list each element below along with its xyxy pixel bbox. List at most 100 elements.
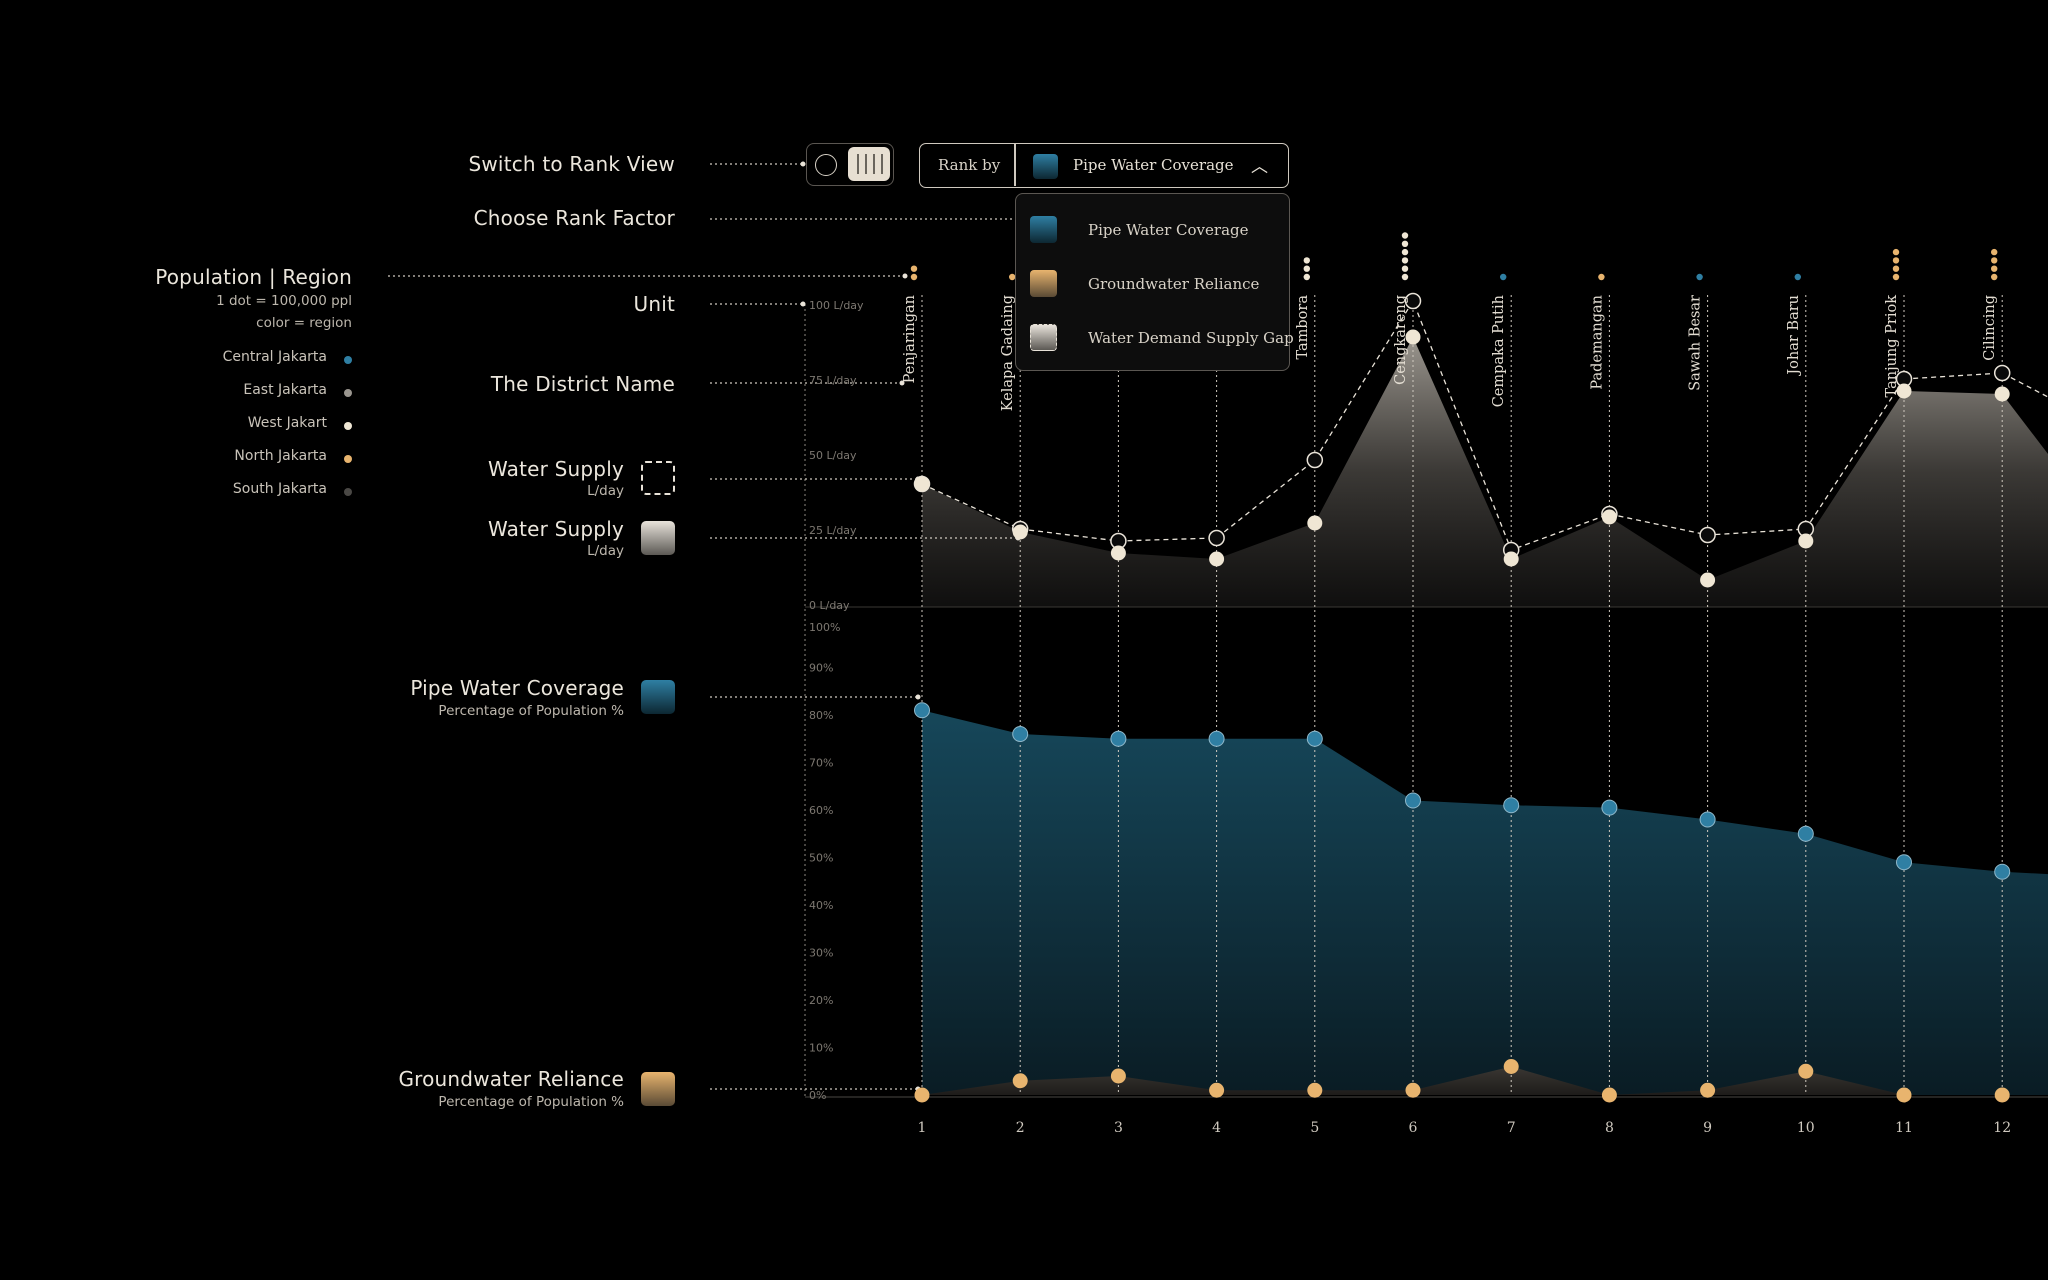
district-name-label: The District Name (490, 372, 675, 396)
water-supply-outline-unit: L/day (587, 483, 624, 499)
connector-end-dot (899, 380, 905, 386)
groundwater-point (1110, 1068, 1126, 1084)
water-supply-outline-point (1404, 292, 1422, 310)
population-dot (1991, 265, 1998, 272)
chevron-up-icon[interactable]: ︿ (1251, 157, 1268, 177)
top-axis-tick: 75 L/day (809, 374, 857, 387)
legend-sub-dots: 1 dot = 100,000 ppl (216, 293, 352, 309)
connector-end-dot (915, 694, 921, 700)
pipe-coverage-point (1699, 811, 1716, 828)
pipe-coverage-unit: Percentage of Population % (438, 703, 624, 719)
population-dot (1303, 273, 1311, 281)
population-dot (1892, 265, 1900, 272)
connector-end-dot (800, 301, 806, 307)
water-supply-point (1012, 524, 1028, 540)
population-dot (1303, 257, 1311, 264)
water-supply-point (1503, 551, 1519, 567)
water-supply-outline-point (1208, 529, 1225, 547)
top-axis-tick: 50 L/day (809, 449, 857, 462)
connector-end-dot (915, 476, 921, 482)
population-dot (1892, 257, 1900, 264)
population-dot (1303, 265, 1311, 272)
option-label: Water Demand Supply Gap (1088, 329, 1294, 347)
bottom-axis-tick: 40% (809, 899, 833, 912)
legend-title: Population | Region (155, 265, 352, 289)
pipe-coverage-point (1405, 792, 1421, 809)
bottom-axis-tick: 60% (809, 804, 833, 817)
water-supply-area (922, 337, 2048, 607)
district-name: Penjaringan (902, 295, 918, 383)
bottom-axis-tick: 30% (809, 947, 833, 960)
ground-swatch-icon (1030, 270, 1057, 297)
population-dot (1401, 265, 1409, 272)
rank-view-toggle[interactable] (806, 143, 894, 186)
water-supply-outline-label: Water Supply (487, 457, 624, 481)
bottom-axis-tick: 0% (809, 1089, 826, 1102)
groundwater-point (1896, 1087, 1912, 1103)
option-demand-gap[interactable]: Water Demand Supply Gap (1030, 324, 1294, 354)
groundwater-point (1601, 1087, 1617, 1103)
x-tick-label: 9 (1703, 1120, 1712, 1136)
water-supply-point (1405, 329, 1421, 345)
pipe-coverage-label: Pipe Water Coverage (410, 676, 624, 700)
x-tick-label: 12 (1993, 1120, 2011, 1136)
groundwater-point (1994, 1087, 2010, 1103)
legend-region-dot (344, 488, 352, 496)
groundwater-label: Groundwater Reliance (398, 1067, 624, 1091)
groundwater-point (1798, 1063, 1814, 1079)
groundwater-unit: Percentage of Population % (438, 1094, 624, 1110)
x-tick-label: 5 (1310, 1120, 1319, 1136)
district-name: Johar Baru (1786, 295, 1802, 377)
water-supply-outline-point (1502, 541, 1520, 559)
bottom-axis-tick: 80% (809, 709, 833, 722)
option-groundwater[interactable]: Groundwater Reliance (1030, 270, 1280, 300)
connector-end-dot (800, 161, 806, 167)
population-dot (1401, 240, 1409, 247)
water-supply-point (914, 476, 930, 492)
circle-view-icon[interactable] (815, 154, 837, 176)
population-dot (1401, 257, 1409, 264)
population-dot (910, 273, 918, 281)
pipe-coverage-point (1896, 854, 1912, 871)
water-supply-point (1307, 515, 1323, 531)
groundwater-point (1503, 1059, 1519, 1074)
population-dot (1401, 232, 1409, 239)
district-name: Pademangan (1589, 295, 1605, 390)
water-supply-outline-point (1601, 505, 1618, 523)
population-dot (1991, 273, 1998, 281)
gap-swatch-icon (1030, 324, 1057, 351)
groundwater-point (1405, 1082, 1421, 1098)
bars-view-icon[interactable] (848, 147, 890, 181)
rank-factor-label: Choose Rank Factor (473, 206, 675, 230)
pipe-coverage-point (1306, 730, 1323, 747)
water-supply-point (1798, 533, 1814, 549)
rank-by-select[interactable]: Rank by Pipe Water Coverage ︿ (919, 143, 1289, 188)
pipe-coverage-swatch (641, 680, 675, 714)
groundwater-point (914, 1087, 930, 1103)
pipe-coverage-point (1012, 726, 1029, 742)
water-supply-fill-unit: L/day (587, 543, 624, 559)
water-supply-point (1209, 551, 1225, 567)
district-name: Tambora (1295, 295, 1311, 360)
pipe-coverage-point (1208, 730, 1225, 747)
bottom-axis-tick: 50% (809, 852, 833, 865)
top-axis-tick: 0 L/day (809, 599, 850, 612)
bottom-axis-tick: 100% (809, 621, 840, 634)
water-supply-outline-point (1797, 520, 1815, 538)
legend-region-dot (344, 455, 352, 463)
pipe-coverage-point (1503, 797, 1520, 814)
groundwater-swatch (641, 1072, 675, 1106)
population-dot (1794, 273, 1802, 281)
groundwater-point (1012, 1073, 1028, 1089)
water-supply-outline-point (1699, 526, 1716, 544)
rank-by-value: Pipe Water Coverage (1073, 156, 1234, 174)
x-tick-label: 7 (1507, 1120, 1516, 1136)
district-name: Tanjung Priok (1884, 295, 1900, 398)
water-supply-outline-point (1110, 532, 1127, 550)
x-tick-label: 6 (1409, 1120, 1418, 1136)
option-pipe-water[interactable]: Pipe Water Coverage (1030, 216, 1280, 246)
district-name: Cempaka Putih (1491, 295, 1507, 407)
legend-sub-color: color = region (256, 315, 352, 331)
district-name: Cengkareng (1393, 295, 1409, 385)
legend-region-label: South Jakarta (232, 481, 327, 497)
